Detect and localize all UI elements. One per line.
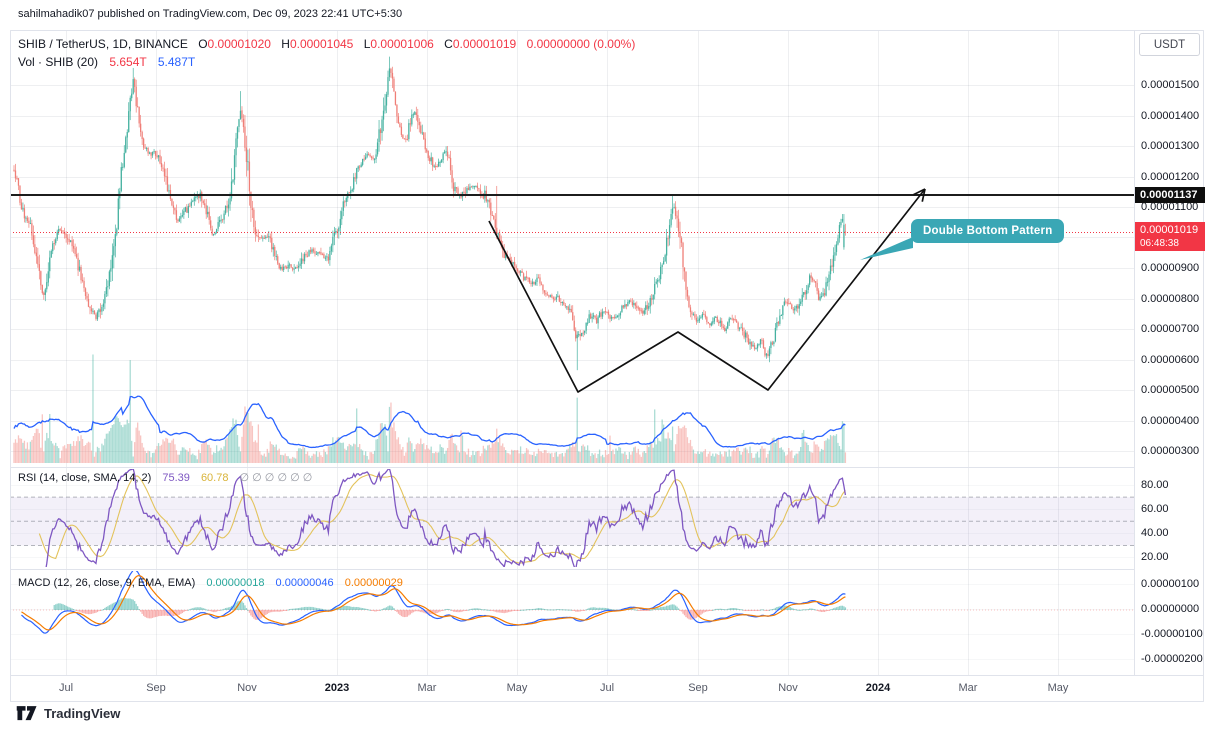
last-price-value: 0.00001019 <box>1140 224 1199 236</box>
rsi-value: 75.39 <box>162 472 190 484</box>
price-axis-label: 0.00000100 <box>1141 578 1200 590</box>
time-axis-label: 2024 <box>865 682 891 694</box>
time-axis-label: 2023 <box>324 682 350 694</box>
rsi-ma-value: 60.78 <box>200 472 229 484</box>
price-axis-label: 40.00 <box>1141 527 1169 539</box>
price-axis-label: -0.00000100 <box>1141 628 1203 640</box>
volume-value: 5.654T <box>109 55 147 69</box>
time-axis-label: Sep <box>688 682 708 694</box>
price-axis-label: 0.00000900 <box>1141 262 1200 274</box>
macd-label[interactable]: MACD (12, 26, close, 9, EMA, EMA) <box>18 577 196 589</box>
callout-tail <box>860 237 913 260</box>
time-axis-label: Nov <box>778 682 798 694</box>
price-axis-label: 0.00001100 <box>1141 201 1199 213</box>
time-axis-label: May <box>1047 682 1069 694</box>
rsi-empty-values: ∅ ∅ ∅ ∅ ∅ ∅ <box>239 472 313 484</box>
time-axis-label: Sep <box>146 682 166 694</box>
time-axis-label: Mar <box>958 682 978 694</box>
resistance-price-badge: 0.00001137 <box>1135 187 1205 203</box>
macd-hist-value: 0.00000018 <box>206 577 265 589</box>
ohlc-change: 0.00000000 (0.00%) <box>526 37 636 51</box>
price-axis-label: 0.00001300 <box>1141 140 1200 152</box>
ohlc-close: C0.00001019 <box>444 37 517 51</box>
ohlc-low: L0.00001006 <box>363 37 434 51</box>
price-axis-label: 0.00000000 <box>1141 603 1200 615</box>
currency-toggle-button[interactable]: USDT <box>1139 33 1200 56</box>
price-axis-label: 0.00000400 <box>1141 415 1200 427</box>
volume-legend[interactable]: Vol · SHIB (20) 5.654T 5.487T <box>18 55 195 69</box>
macd-signal-value: 0.00000029 <box>344 577 403 589</box>
volume-ma-value: 5.487T <box>157 55 196 69</box>
ohlc-high: H0.00001045 <box>281 37 354 51</box>
time-axis-label: Jul <box>58 682 74 694</box>
tradingview-logo-icon <box>16 706 37 721</box>
time-axis-label: Nov <box>237 682 257 694</box>
footer-brand[interactable]: TradingView <box>16 705 120 722</box>
volume-label[interactable]: Vol · SHIB (20) <box>18 55 99 69</box>
price-axis-label: 0.00000500 <box>1141 384 1200 396</box>
price-axis-label: 0.00000700 <box>1141 323 1200 335</box>
price-axis-label: 0.00001200 <box>1141 171 1200 183</box>
price-axis-label: 0.00001400 <box>1141 110 1200 122</box>
price-axis-label: 60.00 <box>1141 503 1169 515</box>
price-axis-label: 0.00000300 <box>1141 445 1200 457</box>
price-axis-label: -0.00000200 <box>1141 653 1203 665</box>
symbol-legend[interactable]: SHIB / TetherUS, 1D, BINANCE O0.00001020… <box>18 37 635 51</box>
macd-legend[interactable]: MACD (12, 26, close, 9, EMA, EMA) 0.0000… <box>18 577 403 589</box>
price-axis-label: 0.00001500 <box>1141 79 1200 91</box>
publish-info: sahilmahadik07 published on TradingView.… <box>18 8 403 20</box>
macd-value: 0.00000046 <box>275 577 334 589</box>
time-axis-label: May <box>506 682 528 694</box>
ohlc-open: O0.00001020 <box>198 37 271 51</box>
rsi-label[interactable]: RSI (14, close, SMA, 14, 2) <box>18 472 152 484</box>
candle-countdown: 06:48:38 <box>1140 238 1179 249</box>
last-price-badge: 0.00001019 06:48:38 <box>1135 222 1205 251</box>
double-bottom-callout[interactable]: Double Bottom Pattern <box>911 219 1065 243</box>
time-axis-label: Jul <box>599 682 615 694</box>
time-axis-label: Mar <box>417 682 437 694</box>
rsi-legend[interactable]: RSI (14, close, SMA, 14, 2) 75.39 60.78 … <box>18 471 312 484</box>
price-axis-label: 80.00 <box>1141 479 1169 491</box>
price-axis-label: 0.00000800 <box>1141 293 1200 305</box>
symbol-title[interactable]: SHIB / TetherUS, 1D, BINANCE <box>18 37 188 51</box>
price-axis-label: 20.00 <box>1141 551 1169 563</box>
price-axis-label: 0.00000600 <box>1141 354 1200 366</box>
